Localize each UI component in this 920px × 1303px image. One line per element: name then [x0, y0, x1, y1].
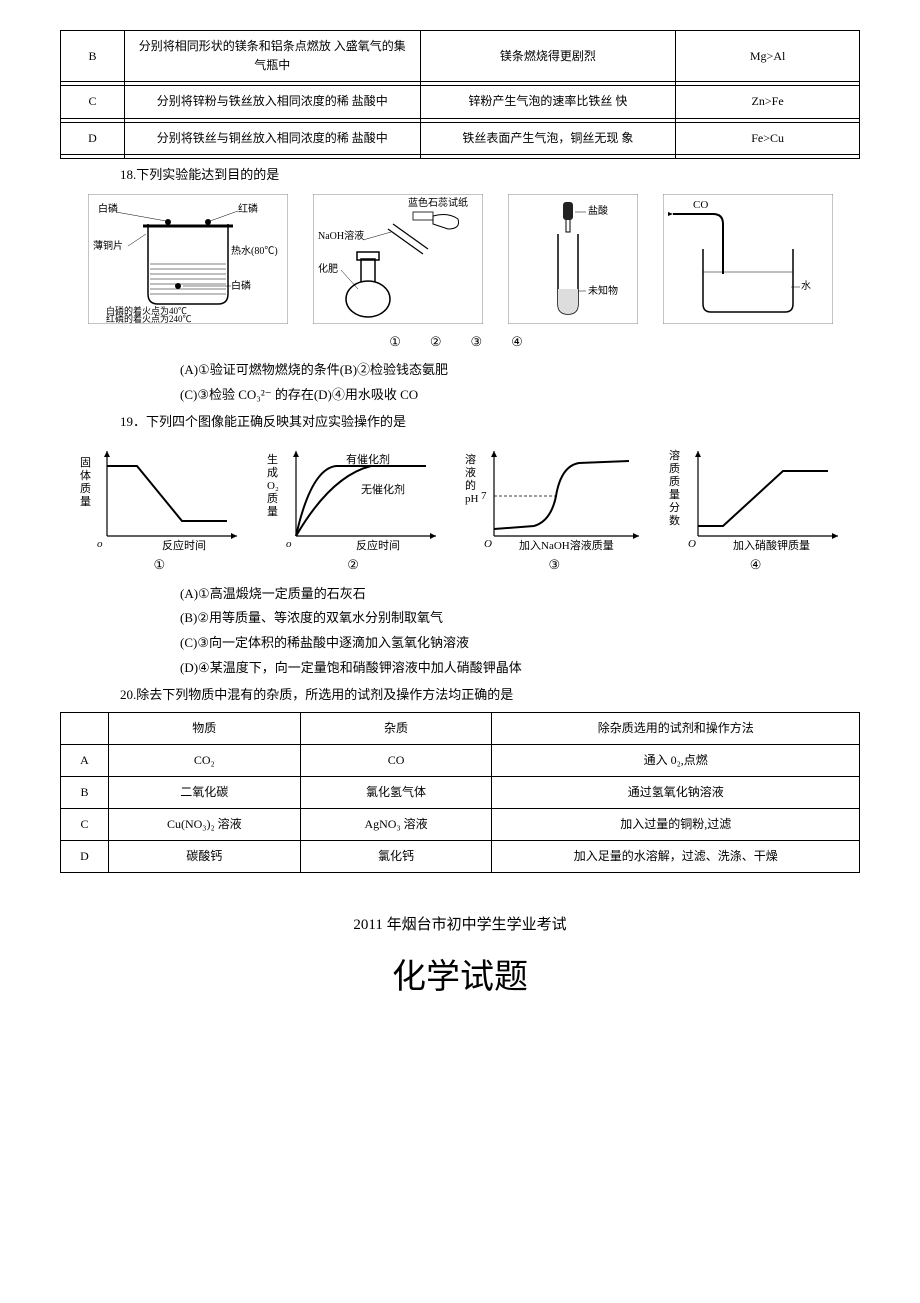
svg-text:量: 量 — [669, 488, 680, 501]
q19-opt-c: (C)③向一定体积的稀盐酸中逐滴加入氢氧化钠溶液 — [180, 633, 860, 654]
label: 红磷 — [238, 202, 258, 215]
q19-opt-b: (B)②用等质量、等浓度的双氧水分别制取氧气 — [180, 608, 860, 629]
exam-subtitle: 2011 年烟台市初中学生学业考试 — [60, 913, 860, 937]
table-row: D 碳酸钙 氯化钙 加入足量的水溶解，过滤、洗涤、干燥 — [61, 841, 860, 873]
svg-text:的: 的 — [465, 478, 476, 492]
q19-opt-d: (D)④某温度下，向一定量饱和硝酸钾溶液中加人硝酸钾晶体 — [180, 658, 860, 679]
q18-numbers: ① ② ③ ④ — [60, 332, 860, 353]
exam-title: 化学试题 — [60, 951, 860, 1005]
svg-text:O₂: O₂ — [267, 480, 279, 492]
ymark: 7 — [481, 490, 487, 502]
experiment-table-1: B 分别将相同形状的镁条和铝条点燃放 入盛氧气的集气瓶中 镁条燃烧得更剧烈 Mg… — [60, 30, 860, 159]
header-cell — [61, 712, 109, 744]
table-row: C 分别将锌粉与铁丝放入相同浓度的稀 盐酸中 锌粉产生气泡的速率比铁丝 快 Zn… — [61, 86, 860, 118]
svg-text:pH: pH — [465, 493, 479, 505]
chart-num: ① — [72, 555, 247, 576]
svg-text:质: 质 — [669, 462, 680, 475]
svg-text:O: O — [688, 538, 696, 550]
label: 化肥 — [318, 262, 338, 275]
label: 薄铜片 — [93, 239, 123, 252]
header-cell: 物质 — [108, 712, 300, 744]
chart-2: 生 成 O₂ 质 量 有催化剂 无催化剂 o 反应时间 ② — [261, 441, 446, 576]
header-cell: 杂质 — [300, 712, 492, 744]
q18-opt-a: (A)①验证可燃物燃烧的条件(B)②检验钱态氨肥 — [180, 360, 860, 381]
svg-text:o: o — [286, 538, 292, 550]
diagram-4: CO 水 — [663, 194, 833, 324]
conclusion-cell: Zn>Fe — [676, 86, 860, 118]
xlabel: 反应时间 — [356, 538, 400, 551]
label: CO — [693, 199, 708, 211]
chart-1: 固 体 质 量 o 反应时间 ① — [72, 441, 247, 576]
svg-text:分: 分 — [669, 501, 680, 514]
svg-text:质: 质 — [267, 492, 278, 505]
svg-text:质: 质 — [669, 475, 680, 488]
svg-text:量: 量 — [80, 495, 91, 508]
svg-text:O: O — [484, 538, 492, 550]
operation-cell: 分别将相同形状的镁条和铝条点燃放 入盛氧气的集气瓶中 — [124, 31, 420, 82]
q19-opt-a: (A)①高温煅烧一定质量的石灰石 — [180, 584, 860, 605]
option-cell: B — [61, 31, 125, 82]
label: 红磷的着火点为240℃ — [106, 313, 192, 324]
label: 水 — [801, 280, 811, 292]
chart-num: ③ — [459, 555, 649, 576]
title-block: 2011 年烟台市初中学生学业考试 化学试题 — [60, 913, 860, 1005]
table-row: C Cu(NO₃)₂ 溶液 AgNO₃ 溶液 加入过量的铜粉,过滤 — [61, 809, 860, 841]
operation-cell: 分别将铁丝与铜丝放入相同浓度的稀 盐酸中 — [124, 122, 420, 154]
table-row: A CO₂ CO 通入 0₂,点燃 — [61, 744, 860, 776]
svg-text:溶: 溶 — [669, 448, 680, 462]
table-header-row: 物质 杂质 除杂质选用的试剂和操作方法 — [61, 712, 860, 744]
label: 蓝色石蕊试纸 — [408, 196, 468, 209]
impurity-table: 物质 杂质 除杂质选用的试剂和操作方法 A CO₂ CO 通入 0₂,点燃 B … — [60, 712, 860, 874]
label: 盐酸 — [588, 204, 608, 217]
q20-stem: 20.除去下列物质中混有的杂质，所选用的试剂及操作方法均正确的是 — [120, 685, 860, 706]
q18-diagrams: 白磷 红磷 薄铜片 热水(80℃) 白磷 白磷的着火点为40℃ 红磷的着火点为2… — [80, 194, 840, 324]
ylabel: 固 — [80, 456, 91, 469]
svg-text:o: o — [97, 538, 103, 550]
observation-cell: 铁丝表面产生气泡，铜丝无现 象 — [420, 122, 676, 154]
svg-text:数: 数 — [669, 514, 680, 527]
table-row: B 二氧化碳 氯化氢气体 通过氢氧化钠溶液 — [61, 776, 860, 808]
xlabel: 加入硝酸钾质量 — [733, 538, 810, 551]
label: 白磷 — [231, 279, 251, 292]
q18-opt-c: (C)③检验 CO₃²⁻ 的存在(D)④用水吸收 CO — [180, 385, 860, 406]
diagram-3: 盐酸 未知物 — [508, 194, 638, 324]
table-row: B 分别将相同形状的镁条和铝条点燃放 入盛氧气的集气瓶中 镁条燃烧得更剧烈 Mg… — [61, 31, 860, 82]
option-cell: C — [61, 86, 125, 118]
label: 有催化剂 — [346, 452, 390, 466]
svg-text:量: 量 — [267, 505, 278, 518]
svg-text:溶: 溶 — [465, 452, 476, 466]
q19-stem: 19．下列四个图像能正确反映其对应实验操作的是 — [120, 412, 860, 433]
svg-text:成: 成 — [267, 466, 278, 479]
chart-3: 溶 液 的 pH 7 O 加入NaOH溶液质量 ③ — [459, 441, 649, 576]
table-row: D 分别将铁丝与铜丝放入相同浓度的稀 盐酸中 铁丝表面产生气泡，铜丝无现 象 F… — [61, 122, 860, 154]
conclusion-cell: Fe>Cu — [676, 122, 860, 154]
xlabel: 加入NaOH溶液质量 — [519, 538, 614, 551]
chart-num: ② — [261, 555, 446, 576]
header-cell: 除杂质选用的试剂和操作方法 — [492, 712, 860, 744]
diagram-2: 蓝色石蕊试纸 NaOH溶液 化肥 — [313, 194, 483, 324]
label: NaOH溶液 — [318, 229, 364, 242]
option-cell: D — [61, 122, 125, 154]
conclusion-cell: Mg>Al — [676, 31, 860, 82]
label: 白磷 — [98, 202, 118, 215]
q19-charts: 固 体 质 量 o 反应时间 ① 生 成 O₂ 质 量 有催化剂 无催化剂 o … — [65, 441, 855, 576]
svg-text:体: 体 — [80, 468, 91, 482]
q18-stem: 18.下列实验能达到目的的是 — [120, 165, 860, 186]
svg-text:生: 生 — [267, 452, 278, 466]
svg-text:液: 液 — [465, 465, 476, 479]
observation-cell: 镁条燃烧得更剧烈 — [420, 31, 676, 82]
svg-text:质: 质 — [80, 482, 91, 495]
chart-4: 溶 质 质 量 分 数 O 加入硝酸钾质量 ④ — [663, 441, 848, 576]
label: 未知物 — [588, 284, 618, 297]
label: 热水(80℃) — [231, 244, 278, 257]
observation-cell: 锌粉产生气泡的速率比铁丝 快 — [420, 86, 676, 118]
label: 无催化剂 — [361, 482, 405, 496]
xlabel: 反应时间 — [162, 538, 206, 551]
diagram-1: 白磷 红磷 薄铜片 热水(80℃) 白磷 白磷的着火点为40℃ 红磷的着火点为2… — [88, 194, 288, 324]
chart-num: ④ — [663, 555, 848, 576]
operation-cell: 分别将锌粉与铁丝放入相同浓度的稀 盐酸中 — [124, 86, 420, 118]
